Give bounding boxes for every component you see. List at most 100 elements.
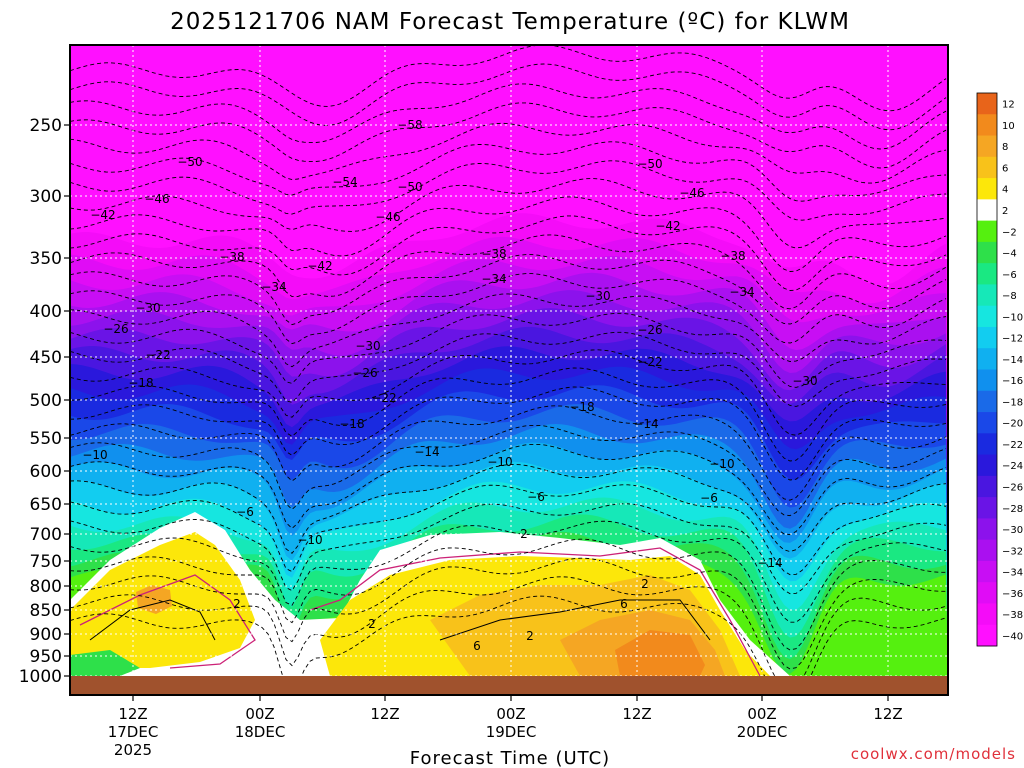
contour-label: −34 <box>729 285 754 299</box>
colorbar-label: −38 <box>1002 610 1023 621</box>
contour-line <box>70 196 947 272</box>
colorbar-label: −26 <box>1002 483 1023 494</box>
colorbar-label: 10 <box>1002 121 1015 132</box>
contour-label: −18 <box>128 376 153 390</box>
colorbar-swatch <box>977 241 997 264</box>
colorbar-swatch <box>977 305 997 328</box>
contour-label: −34 <box>481 272 506 286</box>
contour-label: −30 <box>355 339 380 353</box>
contour-line <box>70 178 947 249</box>
contour-label: −22 <box>371 391 396 405</box>
contour-line <box>70 424 947 517</box>
contour-label: 2 <box>526 629 534 643</box>
colorbar: 12 10 8 6 4 2 −2 −4 −6 −8 −10 −12 −14 −16 −18 −20 −22 −24… <box>976 92 1023 647</box>
contour-label: 6 <box>620 597 628 611</box>
contour-label: −46 <box>679 186 704 200</box>
x-tick-label: 00Z <box>245 705 274 723</box>
y-tick-label: 950 <box>30 647 62 667</box>
contour-label: −46 <box>375 210 400 224</box>
contour-label: −50 <box>637 157 662 171</box>
colorbar-label: −40 <box>1002 631 1023 642</box>
y-tick-label: 800 <box>30 577 62 597</box>
colorbar-swatch <box>977 135 997 158</box>
contour-line <box>70 386 947 481</box>
chart-title: 2025121706 NAM Forecast Temperature (ºC)… <box>170 9 850 35</box>
contour-label: −42 <box>307 259 332 273</box>
contour-label: −46 <box>144 192 169 206</box>
colorbar-frame <box>976 92 998 647</box>
contour-label: 6 <box>473 639 481 653</box>
contour-line <box>70 160 947 221</box>
contour-line <box>70 443 947 536</box>
contour-line <box>70 405 947 501</box>
colorbar-label: −36 <box>1002 589 1023 600</box>
colorbar-swatch <box>977 560 997 583</box>
contour-label: −10 <box>709 457 734 471</box>
x-tick-label: 00Z <box>747 705 776 723</box>
x-axis-label: Forecast Time (UTC) <box>410 748 610 768</box>
contour-label: −10 <box>297 533 322 547</box>
colorbar-swatch <box>977 475 997 498</box>
colorbar-swatch <box>977 326 997 349</box>
colorbar-swatch <box>977 199 997 222</box>
contour-label: 2 <box>520 527 528 541</box>
contour-label: −10 <box>487 455 512 469</box>
y-tick-label: 550 <box>30 429 62 449</box>
colorbar-swatch <box>977 390 997 413</box>
colorbar-label: −4 <box>1002 249 1017 260</box>
contour-line <box>70 463 947 554</box>
x-tick-label: 00Z <box>496 705 525 723</box>
y-tick-label: 400 <box>30 302 62 322</box>
contour-label: −30 <box>792 374 817 388</box>
colorbar-swatch <box>977 93 997 115</box>
colorbar-label: −2 <box>1002 227 1017 238</box>
y-tick-label: 900 <box>30 625 62 645</box>
y-tick-label: 600 <box>30 462 62 482</box>
y-tick-label: 650 <box>30 495 62 515</box>
contour-line <box>70 331 947 407</box>
y-tick-label: 500 <box>30 391 62 411</box>
contour-line <box>89 599 216 641</box>
contour-label: −50 <box>177 155 202 169</box>
contour-label: −6 <box>527 490 545 504</box>
colorbar-swatch <box>977 624 997 647</box>
contour-line <box>70 538 946 651</box>
contour-line <box>70 293 947 368</box>
colorbar-label: −34 <box>1002 568 1023 579</box>
contour-line <box>70 273 947 345</box>
contour-line <box>70 45 947 112</box>
contour-label: −6 <box>700 491 718 505</box>
colorbar-swatch <box>977 539 997 562</box>
freezing-line <box>309 547 761 677</box>
contour-label: −10 <box>82 448 107 462</box>
colorbar-swatch <box>977 369 997 392</box>
contour-label: −38 <box>720 249 745 263</box>
credit-link[interactable]: coolwx.com/models <box>851 745 1016 763</box>
colorbar-swatch <box>977 433 997 455</box>
y-tick-label: 300 <box>30 187 62 207</box>
colorbar-label: −32 <box>1002 546 1023 557</box>
colorbar-label: −22 <box>1002 440 1023 451</box>
colorbar-label: 2 <box>1002 206 1008 217</box>
colorbar-label: −30 <box>1002 525 1023 536</box>
colorbar-label: −8 <box>1002 291 1017 302</box>
contour-label: −30 <box>585 289 610 303</box>
colorbar-swatch <box>977 454 997 477</box>
x-tick-label: 12Z <box>118 705 147 723</box>
contour-label: −38 <box>481 247 506 261</box>
contour-label: −38 <box>219 250 244 264</box>
y-tick-label: 850 <box>30 601 62 621</box>
contour-label: −14 <box>414 445 439 459</box>
colorbar-swatch <box>977 284 997 307</box>
ground-surface <box>70 676 948 695</box>
contour-label: −26 <box>352 366 377 380</box>
contour-label: −26 <box>103 322 128 336</box>
contour-line <box>70 122 947 184</box>
colorbar-label: 4 <box>1002 185 1008 196</box>
contour-label: 2 <box>641 577 649 591</box>
contour-label: −22 <box>145 348 170 362</box>
y-tick-label: 700 <box>30 525 62 545</box>
contour-line <box>70 215 947 291</box>
colorbar-swatch <box>977 518 997 541</box>
